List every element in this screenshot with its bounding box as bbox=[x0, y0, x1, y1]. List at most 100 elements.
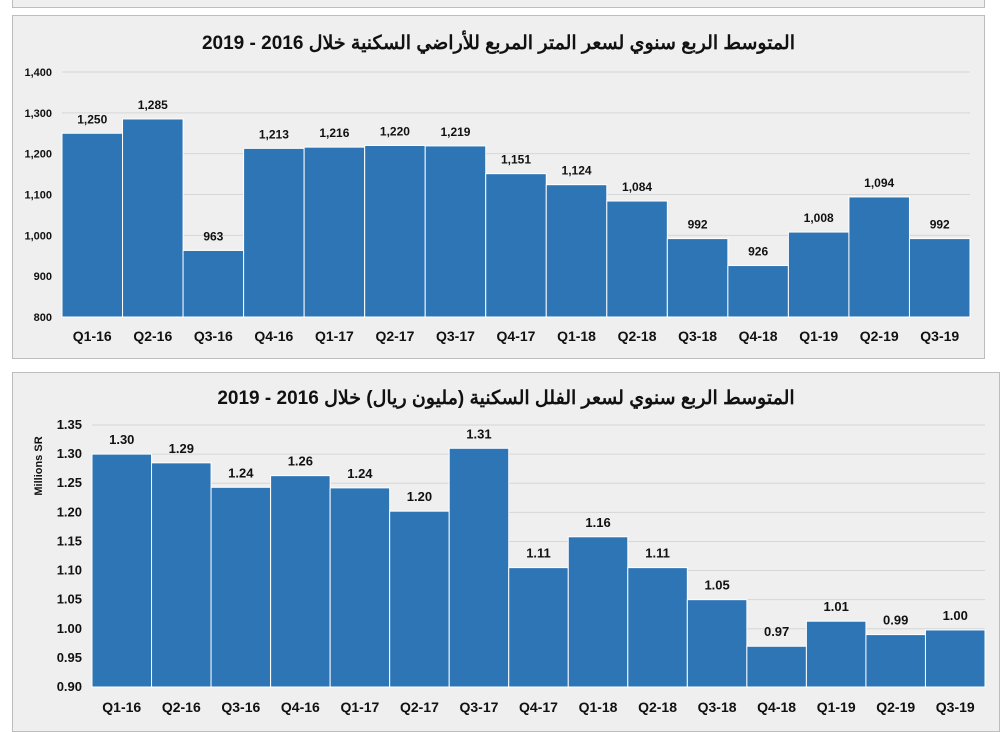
data-label: 1.11 bbox=[526, 546, 551, 561]
data-label: 1,094 bbox=[864, 176, 894, 190]
y-tick-label: 900 bbox=[34, 271, 52, 283]
y-tick-label: 1,000 bbox=[24, 230, 52, 242]
bar-Q1-16 bbox=[91, 453, 153, 688]
data-label: 992 bbox=[930, 218, 950, 232]
y-tick-label: 1.15 bbox=[57, 533, 82, 548]
x-tick-label: Q1-17 bbox=[315, 328, 354, 344]
x-tick-label: Q2-17 bbox=[400, 699, 439, 715]
x-tick-label: Q1-17 bbox=[340, 699, 379, 715]
x-tick-label: Q3-18 bbox=[678, 328, 717, 344]
data-label: 963 bbox=[203, 229, 223, 243]
bar-Q1-19 bbox=[787, 231, 850, 318]
y-tick-label: 1.00 bbox=[57, 621, 82, 636]
data-label: 1.29 bbox=[169, 441, 194, 456]
x-tick-label: Q3-18 bbox=[698, 699, 737, 715]
bar-Q2-17 bbox=[389, 510, 450, 688]
data-label: 1.31 bbox=[466, 426, 491, 441]
data-label: 1,250 bbox=[77, 112, 107, 126]
y-tick-label: 1.05 bbox=[57, 592, 82, 607]
x-tick-label: Q1-19 bbox=[817, 699, 856, 715]
data-label: 1,216 bbox=[319, 126, 349, 140]
bar-Q4-16 bbox=[270, 475, 331, 688]
y-tick-label: 1.20 bbox=[57, 504, 82, 519]
x-tick-label: Q2-19 bbox=[876, 699, 915, 715]
y-tick-label: 1.25 bbox=[57, 475, 82, 490]
y-tick-label: 1,200 bbox=[24, 149, 52, 161]
y-tick-label: 0.90 bbox=[57, 679, 82, 694]
bar-Q4-16 bbox=[243, 147, 305, 318]
bar-Q2-18 bbox=[627, 567, 688, 688]
data-label: 1.05 bbox=[704, 578, 729, 593]
x-tick-label: Q4-17 bbox=[519, 699, 558, 715]
x-tick-label: Q2-16 bbox=[162, 699, 201, 715]
x-tick-label: Q2-18 bbox=[618, 328, 657, 344]
data-label: 1.11 bbox=[645, 546, 670, 561]
bar-Q1-18 bbox=[545, 184, 608, 318]
bar-Q1-17 bbox=[329, 487, 391, 688]
y-tick-label: 0.95 bbox=[57, 650, 82, 665]
y-tick-label: 1,300 bbox=[24, 108, 52, 120]
y-tick-label: 1.10 bbox=[57, 563, 82, 578]
chart-title: المتوسط الربع سنوي لسعر الفلل السكنية (م… bbox=[217, 388, 795, 409]
bar-Q4-17 bbox=[508, 567, 569, 688]
data-label: 1,084 bbox=[622, 180, 652, 194]
data-label: 1.30 bbox=[109, 432, 134, 447]
x-tick-label: Q4-17 bbox=[497, 328, 536, 344]
bar-Q3-18 bbox=[666, 238, 729, 318]
bar-Q4-17 bbox=[485, 173, 547, 318]
x-tick-label: Q3-17 bbox=[460, 699, 499, 715]
bar-Q4-18 bbox=[727, 265, 789, 318]
x-tick-label: Q3-19 bbox=[936, 699, 975, 715]
x-tick-label: Q1-19 bbox=[799, 328, 838, 344]
x-tick-label: Q2-19 bbox=[860, 328, 899, 344]
y-tick-label: 1.35 bbox=[57, 417, 82, 432]
x-tick-label: Q3-19 bbox=[920, 328, 959, 344]
data-label: 1.20 bbox=[407, 489, 432, 504]
data-label: 992 bbox=[688, 218, 708, 232]
x-tick-label: Q3-16 bbox=[194, 328, 233, 344]
bar-Q1-17 bbox=[303, 146, 366, 318]
data-label: 1,151 bbox=[501, 153, 531, 167]
bar-Q3-17 bbox=[424, 145, 487, 318]
bar-Q2-18 bbox=[606, 200, 668, 318]
x-tick-label: Q4-16 bbox=[254, 328, 293, 344]
y-tick-label: 1,100 bbox=[24, 190, 52, 202]
data-label: 1.00 bbox=[943, 608, 968, 623]
x-tick-label: Q3-16 bbox=[221, 699, 260, 715]
x-tick-label: Q3-17 bbox=[436, 328, 475, 344]
bar-Q1-16 bbox=[61, 132, 124, 318]
data-label: 1.24 bbox=[347, 466, 373, 481]
data-label: 0.97 bbox=[764, 624, 789, 639]
data-label: 1,213 bbox=[259, 127, 289, 141]
data-label: 0.99 bbox=[883, 613, 908, 628]
data-label: 1,008 bbox=[804, 211, 834, 225]
bar-Q3-17 bbox=[448, 447, 510, 688]
x-tick-label: Q2-18 bbox=[638, 699, 677, 715]
bar-Q1-18 bbox=[567, 536, 629, 688]
bar-Q3-16 bbox=[182, 249, 245, 318]
x-tick-label: Q4-18 bbox=[757, 699, 796, 715]
x-tick-label: Q4-16 bbox=[281, 699, 320, 715]
bar-Q3-19 bbox=[908, 238, 971, 318]
bar-Q2-16 bbox=[151, 462, 212, 688]
y-axis-label: Millions SR bbox=[33, 436, 45, 495]
x-tick-label: Q2-16 bbox=[133, 328, 172, 344]
x-tick-label: Q4-18 bbox=[739, 328, 778, 344]
chart-title: المتوسط الربع سنوي لسعر المتر المربع للأ… bbox=[201, 33, 795, 54]
x-tick-label: Q2-17 bbox=[375, 328, 414, 344]
bar-Q4-18 bbox=[746, 645, 807, 688]
data-label: 1,220 bbox=[380, 125, 410, 139]
bar-Q3-19 bbox=[924, 629, 986, 688]
bar-Q2-19 bbox=[865, 634, 926, 688]
bar-Q3-18 bbox=[686, 599, 748, 688]
bar-Q2-19 bbox=[848, 196, 910, 318]
x-tick-label: Q1-18 bbox=[557, 328, 596, 344]
bar-Q2-17 bbox=[364, 145, 426, 318]
y-tick-label: 800 bbox=[34, 312, 52, 324]
data-label: 1.16 bbox=[585, 515, 610, 530]
data-label: 1,219 bbox=[440, 125, 470, 139]
bar-Q1-19 bbox=[805, 620, 867, 688]
bar-Q2-16 bbox=[122, 118, 184, 318]
top-strip bbox=[12, 0, 985, 8]
